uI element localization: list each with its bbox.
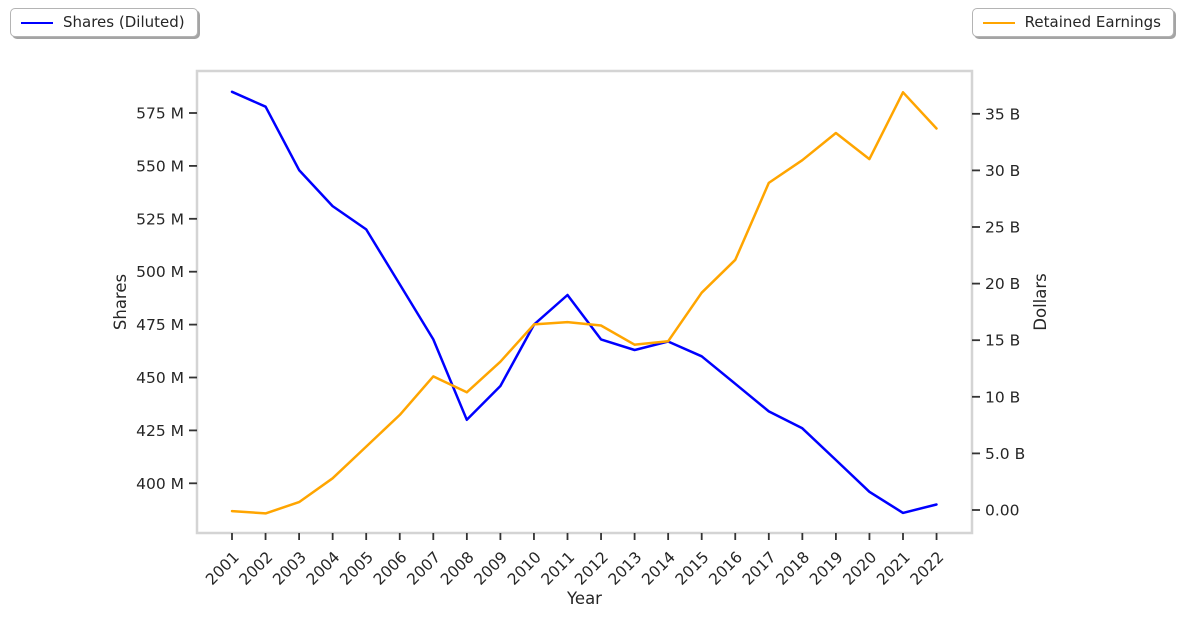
- x-axis-label: Year: [566, 589, 602, 608]
- y-right-tick-label: 0.00: [985, 502, 1020, 520]
- y-right-tick-label: 10 B: [985, 388, 1020, 406]
- x-tick-label: 2006: [370, 548, 411, 589]
- x-tick-label: 2015: [672, 548, 713, 589]
- x-tick-label: 2001: [202, 548, 243, 589]
- x-tick-label: 2003: [269, 548, 310, 589]
- x-tick-label: 2009: [471, 548, 512, 589]
- y-right-tick-label: 35 B: [985, 105, 1020, 123]
- x-tick-label: 2017: [739, 548, 780, 589]
- x-tick-label: 2010: [504, 548, 545, 589]
- x-tick-label: 2012: [571, 548, 612, 589]
- y-right-tick-label: 15 B: [985, 332, 1020, 350]
- x-tick-label: 2013: [605, 548, 646, 589]
- retained-earnings-line: [230, 91, 938, 515]
- x-tick-label: 2018: [773, 548, 814, 589]
- x-tick-label: 2011: [538, 548, 579, 589]
- legend-shares-diluted: Shares (Diluted): [10, 8, 198, 37]
- y-left-tick-label: 475 M: [136, 316, 184, 334]
- legend-shares-label: Shares (Diluted): [63, 13, 185, 31]
- x-tick-label: 2014: [638, 548, 679, 589]
- legend-retained-earnings: Retained Earnings: [971, 8, 1174, 37]
- y-right-tick-label: 30 B: [985, 162, 1020, 180]
- x-tick-label: 2004: [303, 548, 344, 589]
- x-tick-label: 2022: [907, 548, 948, 589]
- y-left-tick-label: 500 M: [136, 263, 184, 281]
- y-left-tick-label: 575 M: [136, 105, 184, 123]
- shares-line-sample-icon: [21, 21, 53, 24]
- y-left-axis-label: Shares: [111, 274, 130, 330]
- y-right-axis-label: Dollars: [1031, 273, 1050, 330]
- x-tick-label: 2002: [236, 548, 277, 589]
- y-left-tick-label: 550 M: [136, 157, 184, 175]
- y-right-tick-label: 20 B: [985, 275, 1020, 293]
- x-tick-label: 2005: [336, 548, 377, 589]
- plot-frame: [195, 69, 974, 535]
- x-tick-label: 2021: [873, 548, 914, 589]
- y-right-tick-label: 25 B: [985, 219, 1020, 237]
- y-left-tick-label: 525 M: [136, 210, 184, 228]
- y-left-tick-label: 425 M: [136, 422, 184, 440]
- x-tick-label: 2008: [437, 548, 478, 589]
- x-tick-label: 2019: [806, 548, 847, 589]
- x-tick-label: 2020: [840, 548, 881, 589]
- x-tick-label: 2007: [404, 548, 445, 589]
- x-tick-label: 2016: [705, 548, 746, 589]
- legend-retained-earnings-label: Retained Earnings: [1024, 13, 1161, 31]
- y-left-tick-label: 400 M: [136, 475, 184, 493]
- shares-diluted-line: [230, 90, 938, 515]
- y-right-tick-label: 5.0 B: [985, 445, 1025, 463]
- y-left-tick-label: 450 M: [136, 369, 184, 387]
- retained-earnings-line-sample-icon: [982, 21, 1015, 24]
